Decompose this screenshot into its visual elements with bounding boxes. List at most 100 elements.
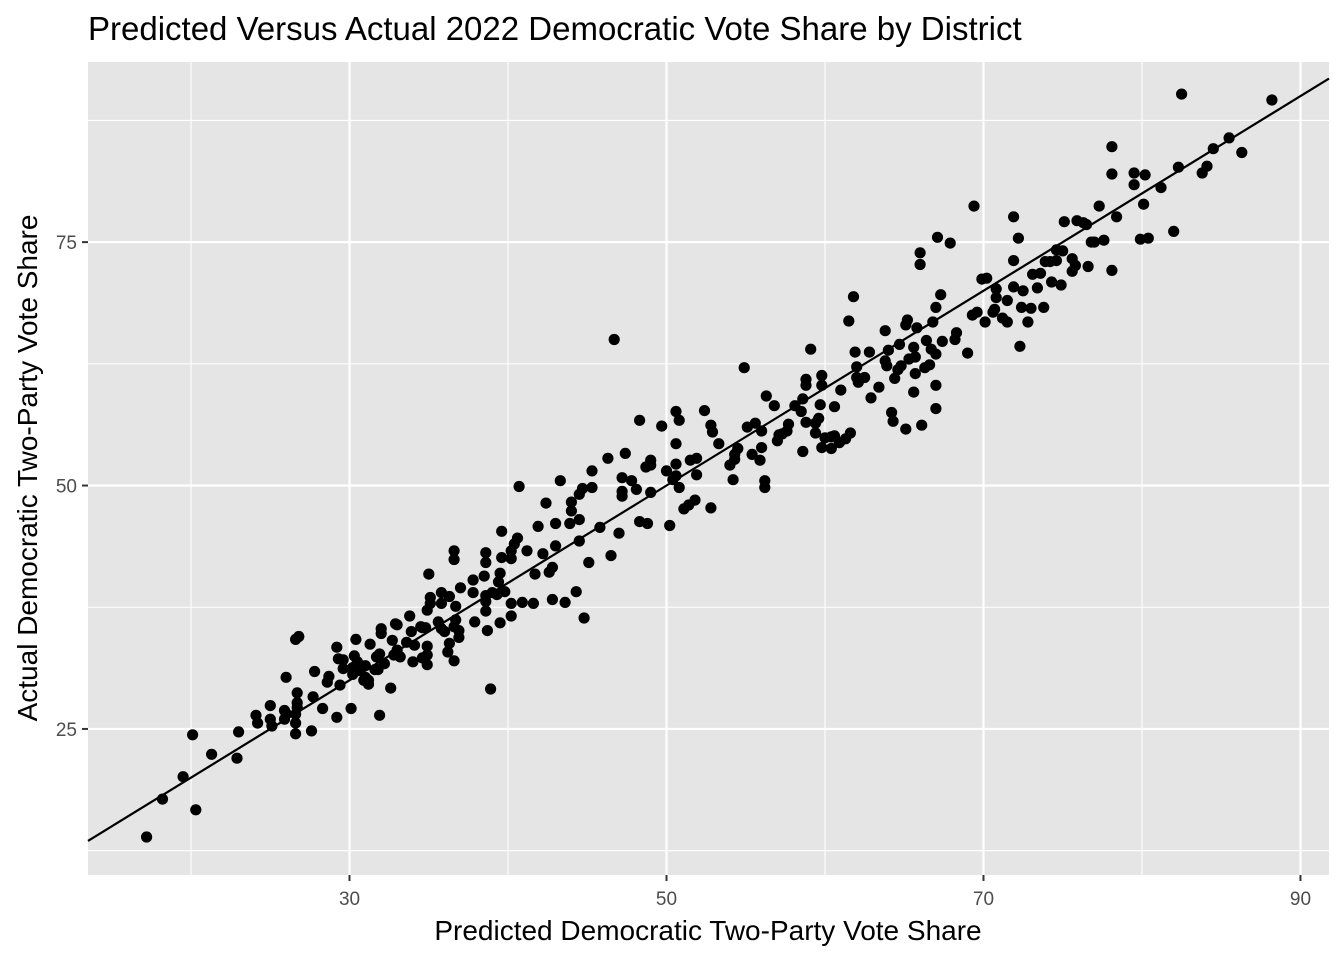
data-point — [1046, 276, 1058, 288]
data-point — [900, 423, 912, 435]
data-point — [374, 709, 386, 721]
data-point — [847, 291, 860, 303]
data-point — [231, 752, 243, 764]
data-point — [565, 505, 578, 517]
data-point — [863, 346, 876, 358]
data-point — [478, 570, 490, 582]
data-point — [634, 414, 646, 426]
data-point — [1025, 302, 1037, 314]
data-point — [816, 442, 828, 454]
data-point — [448, 553, 460, 566]
data-point — [981, 272, 993, 284]
data-point — [307, 691, 319, 703]
data-point — [1111, 211, 1123, 223]
data-point — [1138, 198, 1150, 210]
data-point — [962, 347, 974, 359]
data-point — [513, 480, 525, 493]
x-tick-label: 70 — [973, 889, 994, 910]
data-point — [930, 403, 942, 415]
data-point — [605, 550, 617, 562]
data-point — [713, 438, 725, 450]
data-point — [1098, 234, 1110, 246]
x-tick-label: 30 — [339, 889, 360, 910]
data-point — [1176, 88, 1188, 100]
data-point — [532, 520, 544, 533]
data-point — [930, 301, 942, 313]
data-point — [1001, 294, 1013, 307]
data-point — [843, 315, 855, 327]
data-point — [800, 416, 812, 428]
y-tick-label: 75 — [56, 233, 77, 254]
data-point — [920, 334, 933, 347]
data-point — [626, 475, 638, 487]
data-point — [691, 452, 703, 464]
data-point — [641, 517, 654, 530]
data-point — [1236, 146, 1248, 159]
data-point — [1001, 316, 1013, 328]
data-point — [914, 258, 926, 271]
data-point — [337, 654, 349, 666]
data-point — [337, 663, 349, 675]
data-point — [421, 659, 433, 671]
data-point — [813, 412, 825, 424]
data-point — [290, 717, 302, 729]
data-point — [844, 427, 857, 439]
data-point — [673, 481, 685, 494]
data-point — [756, 442, 768, 454]
data-point — [1082, 260, 1094, 273]
data-point — [537, 548, 549, 560]
data-point — [908, 386, 920, 398]
data-point — [645, 486, 657, 498]
data-point — [930, 348, 942, 360]
data-point — [448, 655, 460, 667]
data-point — [797, 445, 809, 458]
data-point — [971, 306, 983, 318]
data-point — [564, 517, 576, 530]
data-point — [670, 405, 682, 418]
data-point — [759, 475, 771, 487]
data-point — [732, 442, 744, 455]
data-point — [879, 325, 891, 337]
data-point — [305, 725, 318, 737]
data-point — [1093, 200, 1105, 212]
data-point — [450, 600, 462, 612]
data-point — [407, 656, 419, 668]
data-point — [768, 400, 780, 412]
data-point — [865, 392, 877, 404]
data-point — [443, 590, 455, 603]
data-point — [691, 469, 703, 481]
data-point — [908, 341, 920, 353]
data-point — [442, 646, 454, 658]
data-point — [746, 448, 758, 460]
data-point — [608, 333, 620, 346]
data-point — [331, 641, 343, 653]
data-point — [187, 729, 199, 741]
data-point — [1139, 169, 1151, 181]
data-point — [914, 247, 926, 259]
data-point — [206, 748, 218, 760]
data-point — [448, 545, 460, 557]
data-point — [290, 728, 302, 740]
data-point — [540, 497, 552, 509]
data-point — [435, 597, 447, 610]
data-point — [521, 545, 533, 557]
data-point — [1155, 182, 1167, 194]
data-point — [738, 362, 750, 374]
data-point — [1128, 179, 1140, 191]
data-point — [420, 622, 432, 634]
data-point — [1008, 211, 1020, 223]
data-point — [689, 494, 701, 506]
data-point — [809, 427, 822, 439]
data-point — [613, 527, 625, 539]
data-point — [375, 623, 387, 635]
data-point — [1022, 316, 1034, 328]
data-point — [505, 597, 517, 610]
y-tick-label: 25 — [56, 720, 77, 741]
data-point — [616, 485, 628, 497]
data-point — [565, 496, 578, 508]
data-point — [573, 514, 585, 526]
data-point — [264, 700, 276, 712]
data-point — [754, 454, 766, 466]
data-point — [394, 651, 406, 663]
